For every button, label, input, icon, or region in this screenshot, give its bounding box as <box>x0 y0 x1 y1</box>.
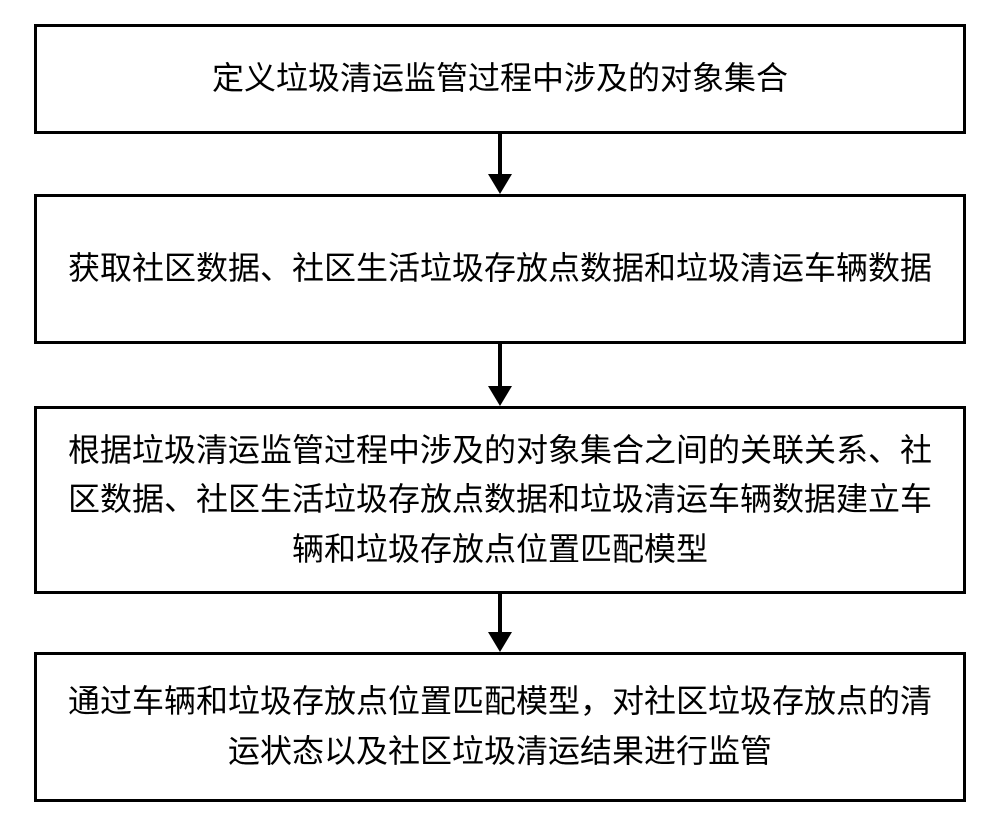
flowchart-node-3-text: 根据垃圾清运监管过程中涉及的对象集合之间的关联关系、社区数据、社区生活垃圾存放点… <box>57 426 943 575</box>
flowchart-node-1: 定义垃圾清运监管过程中涉及的对象集合 <box>34 24 966 134</box>
flowchart-node-4-text: 通过车辆和垃圾存放点位置匹配模型，对社区垃圾存放点的清运状态以及社区垃圾清运结果… <box>57 677 943 776</box>
flowchart-node-1-text: 定义垃圾清运监管过程中涉及的对象集合 <box>212 54 788 104</box>
flowchart-arrow-1 <box>498 134 502 176</box>
flowchart-arrow-2-head <box>488 386 512 406</box>
flowchart-arrow-2 <box>498 344 502 388</box>
flowchart-node-2-text: 获取社区数据、社区生活垃圾存放点数据和垃圾清运车辆数据 <box>68 244 932 294</box>
flowchart-node-4: 通过车辆和垃圾存放点位置匹配模型，对社区垃圾存放点的清运状态以及社区垃圾清运结果… <box>34 652 966 802</box>
flowchart-node-3: 根据垃圾清运监管过程中涉及的对象集合之间的关联关系、社区数据、社区生活垃圾存放点… <box>34 406 966 594</box>
flowchart-node-2: 获取社区数据、社区生活垃圾存放点数据和垃圾清运车辆数据 <box>34 194 966 344</box>
flowchart-arrow-3 <box>498 594 502 634</box>
flowchart-arrow-1-head <box>488 174 512 194</box>
flowchart-canvas: 定义垃圾清运监管过程中涉及的对象集合 获取社区数据、社区生活垃圾存放点数据和垃圾… <box>0 0 1000 823</box>
flowchart-arrow-3-head <box>488 632 512 652</box>
